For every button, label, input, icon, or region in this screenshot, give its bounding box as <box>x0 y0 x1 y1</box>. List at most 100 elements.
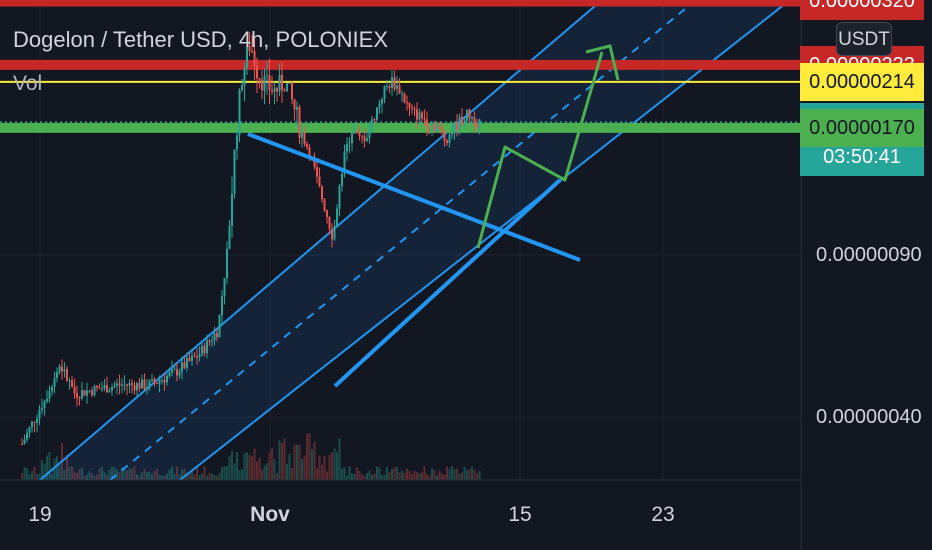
volume-bar <box>148 471 151 480</box>
volume-bar <box>366 472 368 480</box>
candle-body <box>111 387 113 391</box>
candle-body <box>46 398 48 402</box>
volume-bar <box>126 470 128 480</box>
candle-body <box>171 369 173 373</box>
volume-bar <box>388 471 391 480</box>
candle-body <box>28 427 31 433</box>
candle-body <box>181 362 183 372</box>
candle-body <box>71 380 73 387</box>
candle-body <box>416 109 418 120</box>
volume-bar <box>416 471 418 480</box>
volume-bar <box>288 453 291 480</box>
volume-bar <box>443 474 446 480</box>
candle-body <box>478 119 481 128</box>
candle-body <box>91 390 93 396</box>
volume-bar <box>341 468 343 480</box>
volume-bar <box>266 463 268 480</box>
candle-body <box>236 135 238 150</box>
volume-bar <box>351 473 353 480</box>
candle-body <box>233 149 236 194</box>
channel-fill <box>40 0 790 480</box>
volume-bar <box>261 469 263 480</box>
candle-body <box>278 75 281 92</box>
candle-body <box>413 108 416 110</box>
candle-body <box>228 225 231 249</box>
candle-body <box>336 208 338 226</box>
candle-body <box>43 401 46 409</box>
volume-bar <box>436 475 438 480</box>
support-trendline <box>333 178 562 388</box>
candlestick-series <box>21 31 481 446</box>
volume-bar <box>153 470 156 480</box>
volume-bar <box>403 473 406 480</box>
volume-bar <box>271 447 273 480</box>
candle-body <box>83 390 86 396</box>
candle-body <box>346 143 348 152</box>
volume-bar <box>73 471 76 480</box>
volume-bar <box>336 452 338 480</box>
volume-bar <box>343 467 346 480</box>
candle-body <box>331 228 333 240</box>
candle-body <box>378 103 381 108</box>
candle-body <box>301 132 303 138</box>
volume-bar <box>236 452 238 480</box>
volume-bar <box>263 465 266 480</box>
volume-bar <box>323 456 326 480</box>
volume-bar <box>141 472 143 480</box>
currency-unit-button[interactable]: USDT <box>836 22 892 56</box>
candle-body <box>401 93 403 95</box>
volume-bar <box>106 475 108 480</box>
candle-body <box>258 78 261 80</box>
volume-bars <box>21 433 481 480</box>
volume-bar <box>136 474 138 480</box>
volume-indicator-label[interactable]: Vol <box>13 72 43 95</box>
candle-body <box>461 116 463 125</box>
candle-body <box>118 383 121 386</box>
candle-body <box>376 107 378 120</box>
candle-body <box>243 68 246 86</box>
volume-bar <box>228 456 231 480</box>
candle-body <box>156 382 158 384</box>
volume-bar <box>246 452 248 480</box>
volume-bar <box>93 475 96 480</box>
volume-bar <box>383 474 386 480</box>
candle-body <box>31 421 33 428</box>
candle-body <box>201 346 203 355</box>
volume-bar <box>258 457 261 480</box>
volume-bar <box>206 475 208 480</box>
candle-body <box>68 380 71 382</box>
volume-bar <box>293 444 296 480</box>
candle-body <box>96 385 98 388</box>
volume-bar <box>441 473 443 480</box>
volume-bar <box>476 473 478 480</box>
candle-body <box>441 127 443 133</box>
candle-body <box>471 117 473 119</box>
volume-bar <box>461 472 463 480</box>
volume-bar <box>468 469 471 480</box>
channel-upper-line <box>39 0 603 481</box>
volume-bar <box>123 467 126 480</box>
candle-body <box>403 93 406 103</box>
volume-bar <box>193 474 196 480</box>
volume-bar <box>198 475 201 480</box>
volume-bar <box>381 475 383 480</box>
candle-body <box>86 390 88 396</box>
horizontal-levels <box>0 0 801 133</box>
candle-body <box>333 225 336 240</box>
volume-bar <box>273 459 276 480</box>
candle-body <box>468 109 471 119</box>
candle-body <box>408 103 411 108</box>
volume-bar <box>426 474 428 480</box>
volume-bar <box>398 472 401 480</box>
candle-body <box>323 199 326 211</box>
candle-body <box>381 99 383 104</box>
volume-bar <box>313 441 316 480</box>
candle-body <box>476 124 478 128</box>
volume-bar <box>91 473 93 480</box>
volume-bar <box>268 452 271 480</box>
time-axis-tick: 19 <box>28 503 52 526</box>
volume-bar <box>51 473 53 480</box>
candle-body <box>51 386 53 392</box>
volume-bar <box>376 466 378 480</box>
